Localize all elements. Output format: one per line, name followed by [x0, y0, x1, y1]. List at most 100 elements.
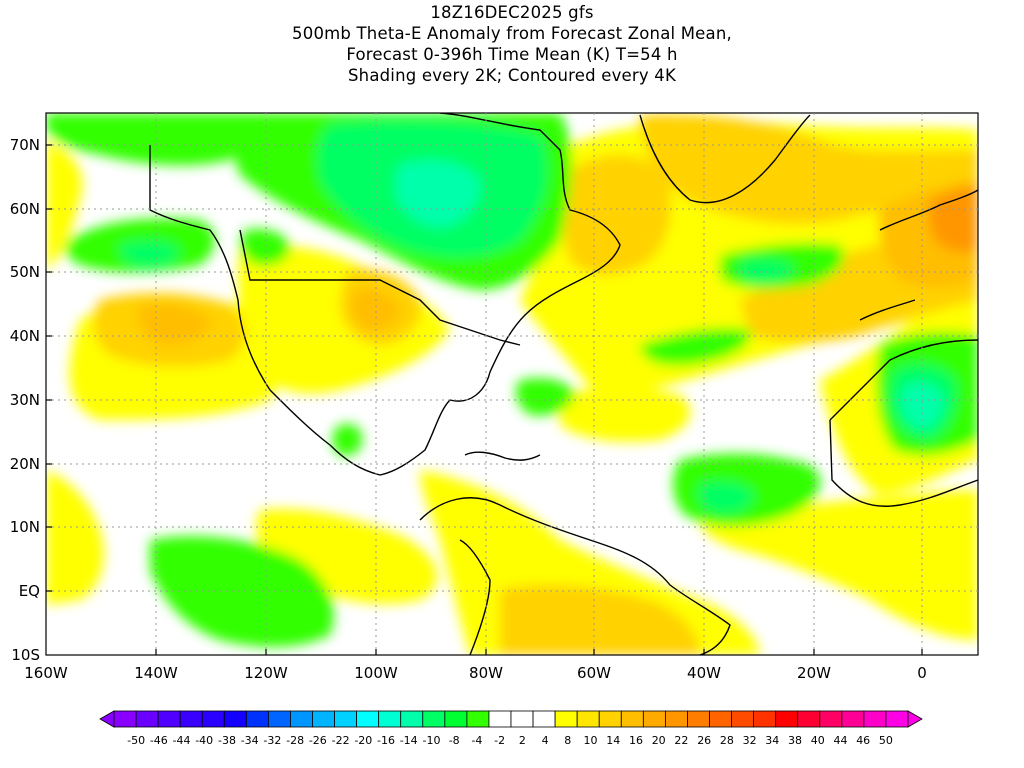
- colorbar-box: [554, 710, 578, 728]
- colorbar-box: [885, 710, 909, 728]
- colorbar-label: 46: [856, 734, 870, 747]
- colorbar-label: -38: [218, 734, 236, 747]
- anomaly-shading: [46, 113, 978, 655]
- lon-label-140w: 140W: [134, 664, 178, 682]
- plot-frame: [45, 112, 979, 656]
- colorbar-box: [775, 710, 799, 728]
- colorbar-label: 26: [697, 734, 711, 747]
- colorbar-label: -26: [309, 734, 327, 747]
- colorbar-label: 2: [519, 734, 526, 747]
- colorbar-box: [841, 710, 865, 728]
- lon-label-40w: 40W: [687, 664, 721, 682]
- colorbar-label: -16: [377, 734, 395, 747]
- colorbar-box: [400, 710, 424, 728]
- colorbar-label: -34: [241, 734, 259, 747]
- colorbar-label: 34: [765, 734, 779, 747]
- colorbar-label: -8: [449, 734, 460, 747]
- colorbar-box: [378, 710, 402, 728]
- title-date-model: 18Z16DEC2025 gfs: [430, 3, 594, 22]
- colorbar-box: [664, 710, 688, 728]
- colorbar-label: -10: [423, 734, 441, 747]
- colorbar-box: [532, 710, 556, 728]
- colorbar-label: 20: [652, 734, 666, 747]
- colorbar-min-arrow: [99, 710, 115, 728]
- colorbar-box: [290, 710, 313, 728]
- colorbar-box: [223, 710, 247, 728]
- colorbar-box: [245, 710, 269, 728]
- colorbar-label: 8: [564, 734, 571, 747]
- colorbar-box: [620, 710, 644, 728]
- lon-label-160w: 160W: [24, 664, 68, 682]
- colorbar-box: [201, 710, 225, 728]
- lon-label-20w: 20W: [797, 664, 831, 682]
- lon-label-80w: 80W: [469, 664, 503, 682]
- colorbar-label: 40: [811, 734, 825, 747]
- colorbar-box: [135, 710, 159, 728]
- colorbar-box: [687, 710, 710, 728]
- colorbar-box: [510, 710, 534, 728]
- lat-label-20n: 20N: [10, 455, 40, 473]
- title-field: 500mb Theta-E Anomaly from Forecast Zona…: [292, 24, 732, 43]
- lat-label-60n: 60N: [10, 200, 40, 218]
- lat-label-30n: 30N: [10, 391, 40, 409]
- colorbar-box: [356, 710, 380, 728]
- lat-label-50n: 50N: [10, 263, 40, 281]
- lon-label-60w: 60W: [577, 664, 611, 682]
- colorbar-label: 10: [584, 734, 598, 747]
- colorbar-label: 22: [674, 734, 688, 747]
- colorbar-box: [642, 710, 666, 728]
- latitude-labels: 70N 60N 50N 40N 30N 20N 10N EQ 10S: [10, 136, 40, 664]
- colorbar-label: -46: [150, 734, 168, 747]
- colorbar-box: [422, 710, 446, 728]
- colorbar-label: -28: [286, 734, 304, 747]
- colorbar-label: 38: [788, 734, 802, 747]
- colorbar-label: -44: [173, 734, 191, 747]
- colorbar-box: [819, 710, 843, 728]
- colorbar-label: -4: [471, 734, 482, 747]
- lat-label-eq: EQ: [19, 582, 40, 600]
- colorbar-label: -14: [400, 734, 418, 747]
- colorbar-label: -22: [332, 734, 350, 747]
- colorbar-label: -2: [494, 734, 505, 747]
- colorbar-box: [334, 710, 358, 728]
- title-block: 18Z16DEC2025 gfs 500mb Theta-E Anomaly f…: [0, 2, 1024, 86]
- colorbar-label: 32: [743, 734, 757, 747]
- colorbar-box: [731, 710, 755, 728]
- colorbar: -50 -46 -44 -40 -38 -34 -32 -28 -26 -22 -20 -16 -14-…: [99, 710, 923, 747]
- colorbar-box: [488, 710, 512, 728]
- colorbar-label: 4: [542, 734, 549, 747]
- lon-label-120w: 120W: [244, 664, 288, 682]
- colorbar-label: -32: [263, 734, 281, 747]
- lon-label-100w: 100W: [354, 664, 398, 682]
- title-forecast: Forecast 0-396h Time Mean (K) T=54 h: [346, 45, 678, 64]
- colorbar-box: [267, 710, 291, 728]
- colorbar-box: [444, 710, 468, 728]
- colorbar-box: [753, 710, 777, 728]
- colorbar-box: [576, 710, 600, 728]
- colorbar-box: [312, 710, 335, 728]
- colorbar-box: [863, 710, 887, 728]
- title-shading: Shading every 2K; Contoured every 4K: [347, 66, 677, 85]
- lat-label-10n: 10N: [10, 518, 40, 536]
- colorbar-label: 50: [879, 734, 893, 747]
- colorbar-label: -40: [195, 734, 213, 747]
- colorbar-label: 44: [834, 734, 848, 747]
- colorbar-box: [598, 710, 622, 728]
- lat-label-70n: 70N: [10, 136, 40, 154]
- colorbar-box: [709, 710, 732, 728]
- lat-label-40n: 40N: [10, 327, 40, 345]
- colorbar-label: -20: [354, 734, 372, 747]
- colorbar-box: [113, 710, 137, 728]
- colorbar-label: 16: [629, 734, 643, 747]
- colorbar-box: [797, 710, 821, 728]
- colorbar-box: [466, 710, 490, 728]
- colorbar-label: 14: [606, 734, 620, 747]
- colorbar-label: -50: [127, 734, 145, 747]
- colorbar-box: [179, 710, 203, 728]
- longitude-labels: 160W 140W 120W 100W 80W 60W 40W 20W 0: [24, 664, 927, 682]
- lon-label-0: 0: [917, 664, 927, 682]
- colorbar-max-arrow: [907, 710, 923, 728]
- colorbar-label: 28: [720, 734, 734, 747]
- lat-label-10s: 10S: [11, 646, 40, 664]
